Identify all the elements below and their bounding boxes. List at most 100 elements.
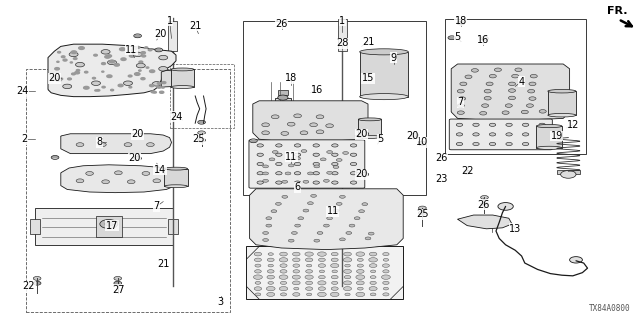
- PathPatch shape: [451, 64, 570, 121]
- Circle shape: [383, 287, 388, 290]
- Circle shape: [490, 123, 496, 126]
- Circle shape: [419, 211, 426, 215]
- Circle shape: [350, 163, 356, 166]
- Circle shape: [456, 142, 463, 146]
- Circle shape: [157, 83, 161, 84]
- Circle shape: [358, 210, 365, 212]
- Circle shape: [326, 124, 333, 128]
- Text: 20: 20: [355, 169, 368, 180]
- Circle shape: [356, 292, 365, 297]
- Circle shape: [340, 195, 346, 198]
- Circle shape: [456, 133, 463, 136]
- Circle shape: [86, 172, 93, 175]
- Circle shape: [481, 202, 488, 206]
- Circle shape: [498, 203, 513, 210]
- Bar: [170, 64, 234, 128]
- Circle shape: [276, 181, 282, 184]
- Circle shape: [292, 252, 300, 256]
- Circle shape: [150, 70, 155, 73]
- Text: TX84A0800: TX84A0800: [589, 304, 630, 313]
- Circle shape: [311, 194, 317, 197]
- Circle shape: [522, 133, 529, 136]
- Circle shape: [527, 90, 534, 93]
- Circle shape: [267, 275, 275, 279]
- Circle shape: [345, 293, 350, 296]
- Circle shape: [370, 281, 376, 284]
- Circle shape: [383, 259, 388, 261]
- Circle shape: [139, 61, 143, 63]
- Circle shape: [383, 270, 389, 273]
- Circle shape: [539, 142, 545, 146]
- Circle shape: [383, 293, 389, 296]
- Ellipse shape: [164, 167, 188, 170]
- Text: 20: 20: [355, 129, 368, 140]
- Ellipse shape: [171, 86, 194, 88]
- Circle shape: [255, 264, 261, 267]
- Circle shape: [356, 281, 364, 285]
- Circle shape: [92, 77, 95, 79]
- Circle shape: [509, 89, 516, 92]
- Circle shape: [276, 153, 282, 156]
- Circle shape: [51, 156, 59, 159]
- Circle shape: [521, 110, 528, 114]
- Circle shape: [76, 69, 79, 71]
- Circle shape: [356, 269, 364, 273]
- Circle shape: [255, 270, 261, 273]
- Circle shape: [282, 180, 288, 183]
- Ellipse shape: [358, 118, 381, 121]
- Circle shape: [276, 144, 282, 147]
- Circle shape: [254, 252, 262, 256]
- Circle shape: [332, 287, 338, 290]
- Circle shape: [76, 62, 84, 67]
- Bar: [360, 52, 408, 97]
- Circle shape: [495, 68, 502, 71]
- PathPatch shape: [161, 70, 186, 87]
- Circle shape: [307, 172, 314, 175]
- Circle shape: [107, 75, 112, 77]
- Circle shape: [522, 142, 529, 146]
- Circle shape: [162, 82, 166, 84]
- PathPatch shape: [61, 165, 176, 193]
- Bar: [246, 246, 403, 299]
- Circle shape: [344, 252, 351, 256]
- Circle shape: [411, 133, 419, 137]
- Circle shape: [314, 239, 320, 242]
- Circle shape: [107, 55, 111, 57]
- Ellipse shape: [360, 93, 408, 100]
- Circle shape: [51, 76, 58, 79]
- Circle shape: [539, 123, 545, 126]
- Circle shape: [484, 97, 492, 100]
- Text: 22: 22: [461, 166, 474, 176]
- Circle shape: [136, 63, 145, 68]
- Circle shape: [292, 281, 300, 285]
- Circle shape: [120, 48, 125, 51]
- Circle shape: [282, 195, 288, 198]
- Text: 26: 26: [435, 153, 448, 164]
- Circle shape: [134, 73, 140, 76]
- Circle shape: [333, 166, 339, 168]
- Text: FR.: FR.: [607, 6, 628, 16]
- Bar: [26, 69, 230, 312]
- Circle shape: [331, 264, 339, 268]
- Circle shape: [257, 181, 264, 184]
- Text: 1: 1: [166, 16, 173, 26]
- Circle shape: [570, 257, 582, 263]
- Text: 11: 11: [326, 206, 339, 216]
- Circle shape: [72, 73, 76, 75]
- Circle shape: [383, 252, 389, 256]
- Circle shape: [253, 275, 262, 279]
- Text: 18: 18: [454, 16, 467, 26]
- Bar: [278, 90, 288, 95]
- Circle shape: [333, 209, 339, 212]
- Circle shape: [280, 270, 287, 273]
- Text: 3: 3: [218, 297, 224, 308]
- Circle shape: [95, 90, 97, 91]
- Circle shape: [292, 232, 298, 234]
- Circle shape: [344, 276, 351, 279]
- Circle shape: [147, 143, 154, 147]
- Circle shape: [124, 81, 132, 85]
- Circle shape: [114, 64, 119, 66]
- Circle shape: [317, 252, 326, 256]
- Ellipse shape: [358, 135, 381, 138]
- Circle shape: [344, 269, 351, 273]
